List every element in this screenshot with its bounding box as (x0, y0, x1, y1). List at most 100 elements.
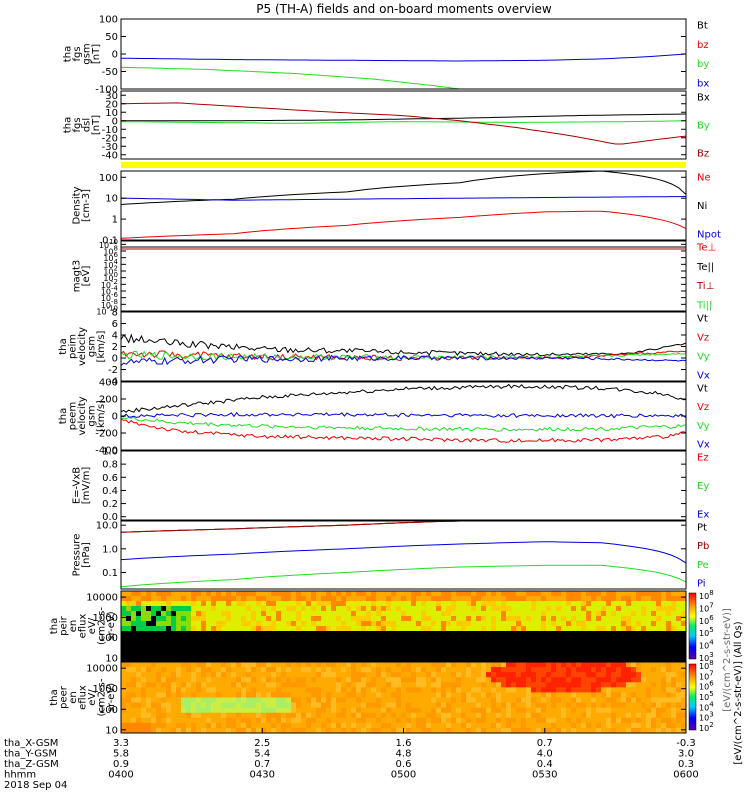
heatmap-cell (286, 682, 292, 688)
heatmap-cell (391, 712, 397, 719)
heatmap-cell (496, 651, 502, 657)
heatmap-cell (516, 596, 522, 602)
heatmap-cell (211, 626, 217, 632)
heatmap-cell (351, 596, 357, 602)
heatmap-cell (226, 656, 232, 662)
heatmap-cell (441, 611, 447, 617)
heatmap-cell (376, 641, 382, 647)
heatmap-cell (186, 727, 192, 734)
heatmap-cell (551, 646, 557, 652)
heatmap-cell (151, 667, 157, 673)
heatmap-cell (341, 656, 347, 662)
heatmap-cell (201, 677, 207, 683)
heatmap-cell (591, 591, 597, 597)
heatmap-cell (381, 677, 387, 683)
heatmap-cell (376, 662, 382, 668)
heatmap-cell (171, 717, 177, 724)
heatmap-cell (576, 692, 582, 698)
y-axis-label-line: E=-VxB (72, 467, 83, 504)
heatmap-cell (286, 707, 292, 714)
heatmap-cell (676, 611, 682, 617)
heatmap-cell (626, 606, 632, 612)
heatmap-cell (681, 722, 687, 729)
heatmap-cell (476, 611, 482, 617)
heatmap-cell (631, 707, 637, 714)
x-axis-row-label: tha_X-GSM (4, 738, 58, 749)
heatmap-cell (621, 677, 627, 683)
heatmap-cell (426, 672, 432, 678)
heatmap-cell (296, 697, 302, 703)
heatmap-cell (491, 697, 497, 703)
heatmap-cell (651, 722, 657, 729)
heatmap-cell (256, 702, 262, 709)
heatmap-cell (386, 677, 392, 683)
heatmap-cell (411, 667, 417, 673)
heatmap-cell (661, 662, 667, 668)
heatmap-cell (271, 616, 277, 622)
heatmap-cell (501, 616, 507, 622)
heatmap-cell (471, 611, 477, 617)
heatmap-cell (156, 656, 162, 662)
heatmap-cell (516, 687, 522, 693)
heatmap-cell (626, 621, 632, 627)
heatmap-cell (186, 601, 192, 607)
heatmap-cell (681, 672, 687, 678)
heatmap-cell (491, 672, 497, 678)
heatmap-cell (441, 722, 447, 729)
heatmap-cell (586, 682, 592, 688)
heatmap-cell (201, 596, 207, 602)
heatmap-cell (386, 621, 392, 627)
heatmap-cell (301, 667, 307, 673)
heatmap-cell (161, 727, 167, 734)
heatmap-cell (391, 667, 397, 673)
heatmap-cell (321, 641, 327, 647)
heatmap-cell (561, 601, 567, 607)
heatmap-cell (396, 707, 402, 714)
heatmap-cell (141, 722, 147, 729)
heatmap-cell (401, 682, 407, 688)
heatmap-cell (576, 697, 582, 703)
heatmap-cell (511, 682, 517, 688)
heatmap-cell (396, 682, 402, 688)
heatmap-cell (661, 707, 667, 714)
heatmap-cell (636, 672, 642, 678)
heatmap-cell (266, 692, 272, 698)
heatmap-cell (656, 626, 662, 632)
heatmap-cell (201, 616, 207, 622)
heatmap-cell (556, 636, 562, 642)
heatmap-cell (466, 601, 472, 607)
heatmap-cell (611, 727, 617, 734)
heatmap-cell (601, 626, 607, 632)
heatmap-cell (251, 631, 257, 637)
heatmap-cell (571, 626, 577, 632)
heatmap-cell (296, 722, 302, 729)
heatmap-cell (301, 682, 307, 688)
heatmap-cell (571, 697, 577, 703)
heatmap-cell (241, 727, 247, 734)
heatmap-cell (266, 672, 272, 678)
heatmap-cell (251, 641, 257, 647)
heatmap-cell (171, 591, 177, 597)
heatmap-cell (366, 662, 372, 668)
heatmap-cell (536, 606, 542, 612)
heatmap-cell (121, 651, 127, 657)
heatmap-cell (256, 672, 262, 678)
heatmap-cell (416, 692, 422, 698)
heatmap-cell (426, 641, 432, 647)
heatmap-cell (141, 591, 147, 597)
heatmap-cell (361, 717, 367, 724)
heatmap-cell (666, 651, 672, 657)
heatmap-cell (471, 596, 477, 602)
heatmap-cell (351, 702, 357, 709)
heatmap-cell (196, 651, 202, 657)
heatmap-cell (216, 591, 222, 597)
heatmap-cell (646, 697, 652, 703)
heatmap-cell (436, 717, 442, 724)
heatmap-cell (256, 717, 262, 724)
heatmap-cell (276, 596, 282, 602)
heatmap-cell (396, 646, 402, 652)
heatmap-cell (261, 677, 267, 683)
heatmap-cell (516, 606, 522, 612)
heatmap-cell (576, 707, 582, 714)
heatmap-cell (446, 717, 452, 724)
